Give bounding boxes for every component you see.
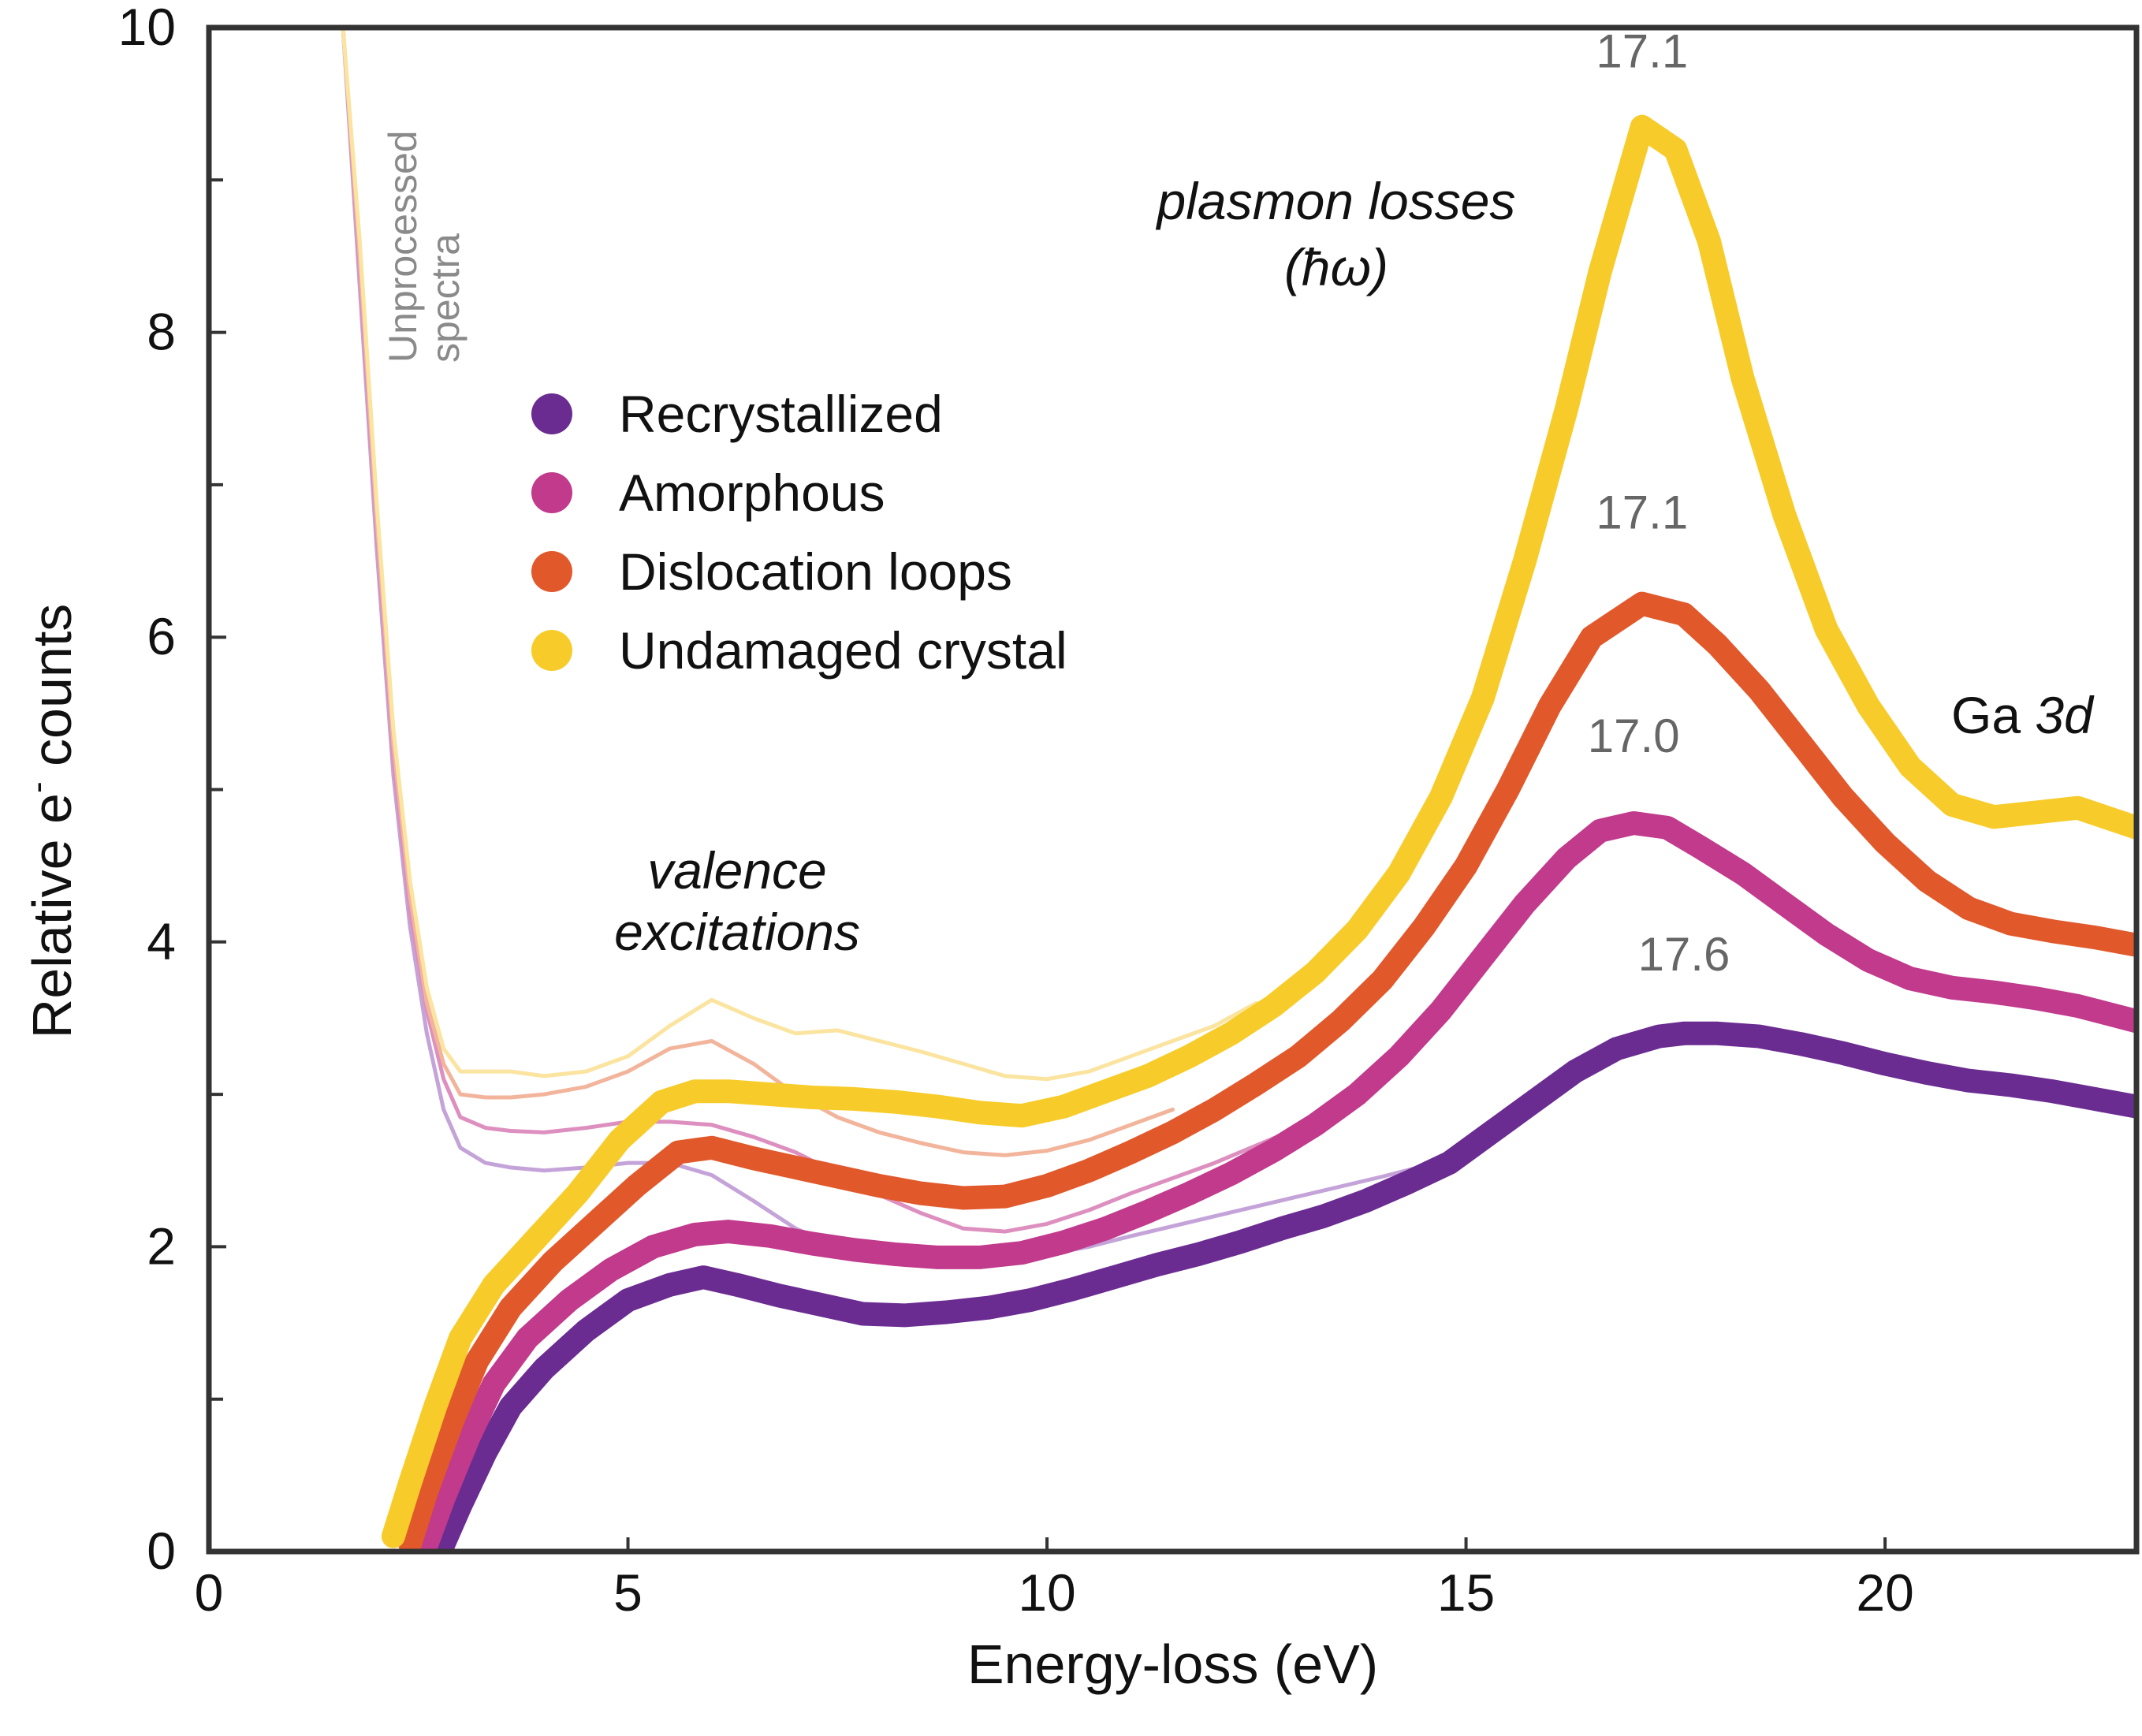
ga-3d-prefix: Ga	[1951, 686, 2035, 744]
unprocessed-line-3	[341, 28, 1259, 1082]
unprocessed-line-2	[341, 28, 1175, 1157]
series-line-dislocation-loops	[398, 591, 2136, 1552]
peak-label-0: 17.1	[1596, 25, 1688, 78]
peak-label-1: 17.1	[1596, 486, 1688, 539]
peak-label-3: 17.6	[1638, 928, 1730, 981]
y-axis-title-tail: counts	[21, 604, 83, 782]
y-tick-label-6: 6	[147, 607, 176, 665]
y-tick-label-10: 10	[118, 0, 176, 56]
unprocessed-annotation-line2: spectra	[423, 233, 468, 363]
peak-labels: 17.1 17.1 17.0 17.6	[1588, 25, 1730, 981]
x-axis-title: Energy-loss (eV)	[967, 1634, 1378, 1695]
y-axis-title-main: Relative e	[21, 793, 83, 1038]
y-tick-label-8: 8	[147, 303, 176, 361]
legend-label-0: Recrystallized	[619, 385, 943, 443]
unprocessed-line-0	[341, 28, 1552, 1268]
ga-3d-italic: 3d	[2035, 686, 2095, 744]
legend-marker-3	[531, 630, 572, 671]
legend-label-2: Dislocation loops	[619, 542, 1012, 601]
series-line-amorphous	[415, 811, 2136, 1552]
y-axis-title: Relative e- counts	[18, 604, 83, 1039]
legend-marker-2	[531, 551, 572, 592]
legend-marker-0	[531, 393, 572, 434]
y-axis-title-superscript: -	[18, 781, 57, 793]
series-layer	[381, 114, 2136, 1552]
series-line-recrystallized	[431, 1021, 2136, 1552]
y-tick-label-4: 4	[147, 912, 176, 970]
unprocessed-line-1	[341, 28, 1301, 1234]
valence-annotation: valence	[647, 841, 827, 900]
unprocessed-spectra-layer	[341, 28, 1552, 1268]
excitations-annotation: excitations	[614, 903, 860, 961]
peak-label-2: 17.0	[1588, 710, 1680, 762]
y-tick-label-2: 2	[147, 1216, 176, 1275]
unprocessed-annotation-line1: Unprocessed	[381, 130, 425, 363]
legend: Recrystallized Amorphous Dislocation loops…	[531, 385, 1067, 680]
ticks-layer: 0 5 10 15 20 0 2 4 6 8 10	[118, 0, 1914, 1622]
series-line-undamaged-crystal	[381, 114, 2136, 1548]
legend-marker-1	[531, 472, 572, 513]
ga-3d-annotation: Ga 3d	[1951, 686, 2095, 744]
x-tick-label-0: 0	[195, 1563, 224, 1622]
x-tick-label-15: 15	[1437, 1563, 1495, 1622]
x-tick-label-10: 10	[1018, 1563, 1075, 1622]
legend-label-1: Amorphous	[619, 464, 885, 522]
x-tick-label-5: 5	[613, 1563, 643, 1622]
legend-label-3: Undamaged crystal	[619, 621, 1067, 680]
x-tick-label-20: 20	[1856, 1563, 1913, 1622]
unprocessed-spectra-annotation: Unprocessed spectra	[381, 130, 468, 363]
y-tick-label-0: 0	[147, 1522, 176, 1580]
plasmon-hbar-omega-annotation: (ħω)	[1284, 238, 1388, 296]
plasmon-losses-annotation: plasmon losses	[1156, 172, 1516, 230]
